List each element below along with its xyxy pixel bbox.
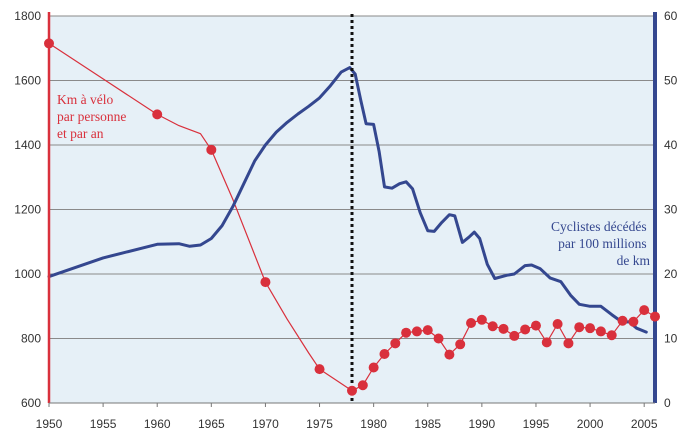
km-velo-point	[639, 305, 650, 316]
right-tick-label: 10	[664, 332, 678, 346]
km-velo-point	[368, 362, 379, 373]
left-tick-label: 1600	[14, 74, 41, 88]
x-tick-label: 1960	[144, 417, 171, 431]
km-velo-point	[466, 318, 477, 329]
km-velo-point	[574, 322, 585, 333]
km-velo-point	[206, 144, 217, 155]
km-velo-point	[487, 321, 498, 332]
km-velo-point	[476, 314, 487, 325]
x-tick-label: 1970	[252, 417, 279, 431]
km-velo-point	[152, 109, 163, 120]
x-tick-label: 1980	[360, 417, 387, 431]
right-annotation-line: Cyclistes décédés	[551, 219, 647, 234]
km-velo-point	[617, 315, 628, 326]
km-velo-point	[357, 380, 368, 391]
x-tick-label: 1975	[306, 417, 333, 431]
cyclistes-decedes-line	[47, 66, 648, 334]
x-tick-label: 1955	[90, 417, 117, 431]
km-velo-point	[455, 339, 466, 350]
km-velo-point	[260, 277, 271, 288]
km-velo-point	[606, 330, 617, 341]
right-tick-label: 50	[664, 74, 678, 88]
km-velo-point	[314, 364, 325, 375]
x-tick-label: 1965	[198, 417, 225, 431]
tick-labels: 600 800 1000 1200 1400 1600 1800 0 10 20 30 40 50 60 1…	[14, 9, 677, 431]
left-annotation-line: et par an	[57, 126, 104, 141]
km-velo-point	[509, 330, 520, 341]
km-velo-point	[411, 326, 422, 337]
series-lines	[47, 42, 656, 392]
right-tick-label: 30	[664, 203, 678, 217]
x-tick-label: 2000	[577, 417, 604, 431]
km-velo-point	[520, 324, 531, 335]
km-velo-point	[444, 349, 455, 360]
km-velo-point	[628, 316, 639, 327]
x-tick-label: 1995	[523, 417, 550, 431]
left-annotation-line: par personne	[57, 109, 126, 124]
left-tick-label: 1400	[14, 138, 41, 152]
x-tick-label: 1990	[469, 417, 496, 431]
km-velo-point	[541, 337, 552, 348]
km-velo-point	[650, 311, 660, 322]
km-velo-point	[585, 323, 596, 334]
right-tick-label: 40	[664, 138, 678, 152]
km-velo-point	[44, 38, 54, 49]
series-markers	[44, 38, 660, 396]
right-annotation: Cyclistes décédés par 100 millions de km	[551, 219, 650, 268]
km-velo-point	[422, 325, 433, 336]
km-velo-point	[595, 326, 606, 337]
right-tick-label: 0	[664, 396, 671, 410]
left-tick-label: 1800	[14, 9, 41, 23]
right-tick-label: 20	[664, 267, 678, 281]
right-annotation-line: par 100 millions	[558, 236, 647, 251]
km-velo-point	[347, 385, 357, 396]
x-tick-label: 1985	[414, 417, 441, 431]
km-velo-point	[433, 333, 444, 344]
km-velo-point	[390, 338, 401, 349]
left-annotation-line: Km à vélo	[57, 92, 113, 107]
km-velo-point	[563, 338, 574, 349]
left-tick-label: 1000	[14, 267, 41, 281]
left-annotation: Km à vélo par personne et par an	[57, 92, 130, 141]
right-tick-label: 60	[664, 9, 678, 23]
km-velo-point	[401, 327, 412, 338]
x-tick-label: 2005	[631, 417, 658, 431]
km-velo-point	[530, 320, 541, 331]
km-velo-point	[498, 323, 509, 334]
left-tick-label: 800	[21, 332, 41, 346]
left-tick-label: 600	[21, 396, 41, 410]
km-velo-point	[379, 348, 390, 359]
km-velo-point	[552, 318, 563, 329]
left-tick-label: 1200	[14, 203, 41, 217]
x-tick-label: 1950	[36, 417, 63, 431]
km-velo-line	[48, 42, 656, 392]
right-annotation-line: de km	[617, 253, 651, 268]
